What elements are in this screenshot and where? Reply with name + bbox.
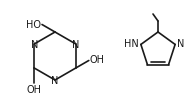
- Text: N: N: [72, 40, 80, 50]
- Text: HN: HN: [124, 39, 139, 49]
- Text: OH: OH: [90, 55, 105, 65]
- Text: N: N: [31, 40, 38, 50]
- Text: OH: OH: [27, 84, 42, 94]
- Text: HO: HO: [26, 19, 41, 29]
- Text: N: N: [177, 39, 184, 49]
- Text: N: N: [51, 75, 59, 85]
